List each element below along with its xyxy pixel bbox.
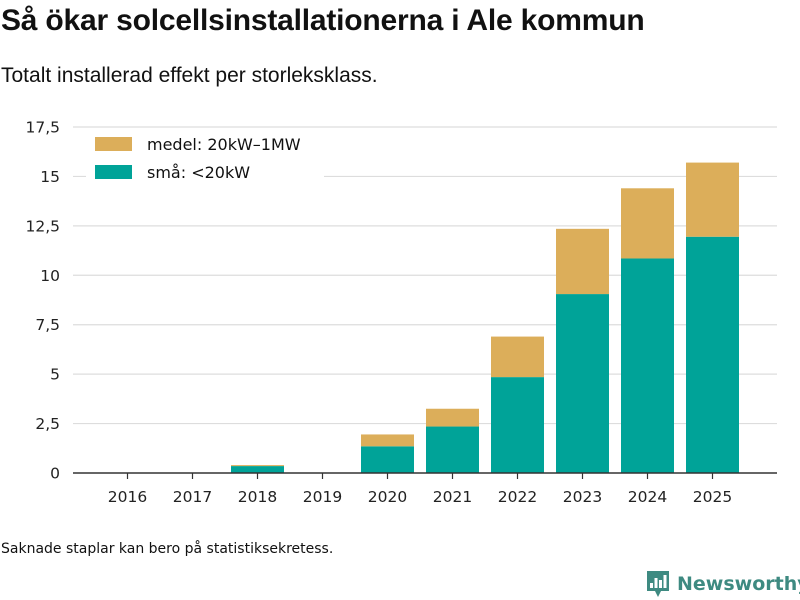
legend-swatch <box>95 165 132 179</box>
bar-segment <box>361 434 414 447</box>
bar-segment <box>556 228 609 295</box>
y-tick-label: 5 <box>50 366 60 384</box>
brand-logo: Newsworthy <box>645 568 800 600</box>
chart-title: Så ökar solcellsinstallationerna i Ale k… <box>1 4 645 37</box>
legend-label: medel: 20kW–1MW <box>147 135 301 154</box>
y-tick-label: 15 <box>40 168 60 186</box>
bar-segment <box>491 336 544 378</box>
bar-segment <box>426 426 479 473</box>
axes: 0 2,5 5 7,5 10 12,5 15 17,5 2016 2017 2018 2019 2020… <box>25 119 777 506</box>
y-tick-label: 12,5 <box>25 217 60 235</box>
bar-segment <box>556 294 609 473</box>
bar-chart-logo-icon <box>647 571 669 597</box>
bars <box>231 162 739 473</box>
footnote: Saknade staplar kan bero på statistiksek… <box>1 541 334 557</box>
y-tick-label: 0 <box>50 465 60 483</box>
bar-segment <box>686 162 739 237</box>
bar-segment <box>621 258 674 473</box>
x-tick-label: 2025 <box>693 488 732 506</box>
bar-segment <box>231 466 284 473</box>
x-tick-label: 2023 <box>563 488 602 506</box>
bar-segment <box>231 465 284 467</box>
y-tick-label: 17,5 <box>25 119 60 137</box>
x-tick-label: 2019 <box>303 488 342 506</box>
y-tick-label: 2,5 <box>35 415 60 433</box>
chart-subtitle: Totalt installerad effekt per storlekskl… <box>1 64 378 87</box>
y-tick-label: 10 <box>40 267 60 285</box>
bar-segment <box>361 446 414 473</box>
bar-segment <box>621 188 674 259</box>
x-tick-label: 2020 <box>368 488 407 506</box>
x-tick-label: 2016 <box>108 488 147 506</box>
x-tick-label: 2022 <box>498 488 537 506</box>
bar-segment <box>491 377 544 473</box>
x-tick-label: 2024 <box>628 488 667 506</box>
bar-chart: 0 2,5 5 7,5 10 12,5 15 17,5 2016 2017 2018 2019 2020… <box>25 119 777 506</box>
legend: medel: 20kW–1MW små: <20kW <box>86 131 324 182</box>
legend-swatch <box>95 137 132 151</box>
bar-segment <box>426 408 479 427</box>
bar-segment <box>686 236 739 473</box>
x-tick-label: 2021 <box>433 488 472 506</box>
brand-name: Newsworthy <box>677 573 800 595</box>
x-tick-label: 2017 <box>173 488 212 506</box>
legend-label: små: <20kW <box>147 163 250 182</box>
y-tick-label: 7,5 <box>35 316 60 334</box>
x-tick-label: 2018 <box>238 488 277 506</box>
